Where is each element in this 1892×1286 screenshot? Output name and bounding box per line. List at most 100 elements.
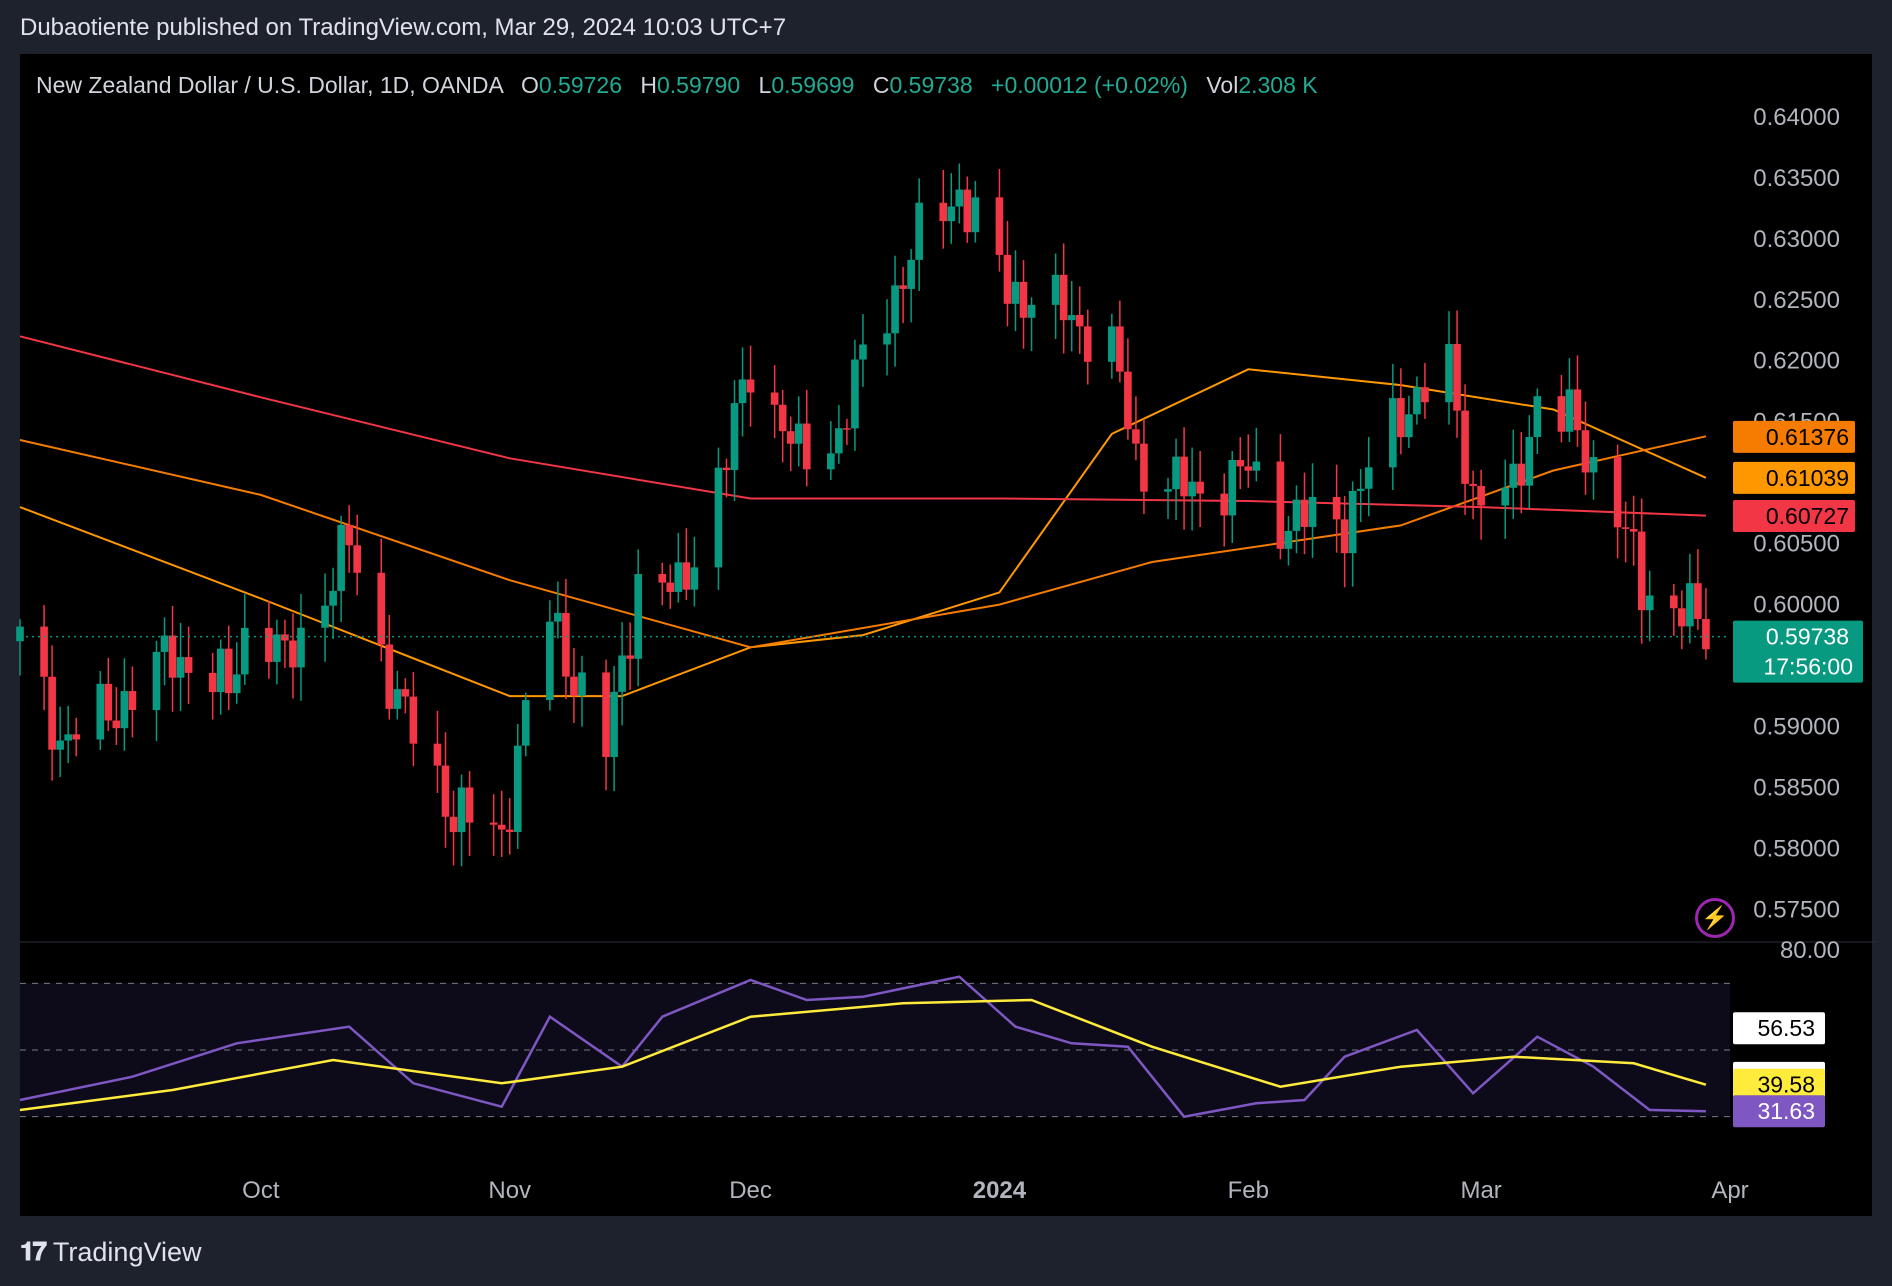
candle-up: [883, 333, 891, 345]
time-tick-label: Apr: [1711, 1177, 1748, 1204]
candle-down: [570, 676, 578, 696]
candle-up: [1172, 456, 1180, 490]
candle-up: [546, 621, 554, 701]
candle-up: [216, 648, 225, 693]
ma-price-tag: 0.60727: [1766, 503, 1849, 529]
price-tick-label: 0.58000: [1753, 836, 1840, 863]
candle-down: [1236, 459, 1245, 467]
candle-up: [1108, 326, 1116, 362]
candle-down: [722, 467, 731, 471]
close-value: 0.59738: [889, 72, 973, 98]
candle-up: [835, 428, 843, 454]
tradingview-footer: 𝟏𝟕 TradingView: [20, 1236, 202, 1267]
candle-down: [1702, 618, 1710, 650]
bolt-icon[interactable]: ⚡: [1695, 898, 1735, 938]
candle-down: [626, 655, 634, 659]
candle-down: [489, 822, 498, 825]
change-value: +0.00012 (+0.02%): [991, 72, 1188, 98]
candle-up: [1509, 463, 1518, 488]
candle-up: [273, 634, 281, 662]
price-tag-bg: [1733, 499, 1855, 532]
candle-down: [1678, 608, 1686, 627]
candle-up: [240, 627, 249, 675]
candle-down: [1477, 485, 1485, 506]
price-tick-label: 0.63500: [1753, 165, 1840, 192]
candle-up: [907, 259, 915, 289]
candle-up: [1164, 489, 1172, 492]
candle-down: [289, 640, 297, 668]
candle-down: [353, 545, 361, 573]
candle-up: [827, 453, 835, 470]
candle-down: [441, 765, 450, 817]
candle-down: [377, 572, 386, 645]
candle-down: [666, 582, 675, 592]
candle-up: [1413, 387, 1421, 415]
candle-down: [939, 202, 948, 222]
price-tick-label: 0.63000: [1753, 226, 1840, 253]
candle-up: [457, 787, 466, 833]
symbol-name: New Zealand Dollar / U.S. Dollar, 1D, OA…: [36, 72, 503, 98]
candle-down: [1244, 466, 1253, 471]
candle-up: [1364, 467, 1373, 489]
price-tag-bg: [1733, 420, 1855, 453]
rsi-value-tag: 56.53: [1757, 1015, 1815, 1041]
candle-up: [1589, 457, 1598, 473]
price-tick-label: 0.59000: [1753, 714, 1840, 741]
rsi-tag-bg: [1733, 1012, 1825, 1045]
rsi-ma-line: [19, 998, 1707, 1112]
candle-up: [690, 567, 699, 590]
rsi-axis-label: 80.00: [1780, 937, 1840, 964]
candle-down: [1453, 343, 1461, 411]
candle-up: [521, 700, 530, 746]
candle-up: [120, 691, 129, 729]
candle-down: [786, 431, 795, 444]
candle-up: [674, 562, 683, 592]
candle-down: [281, 634, 289, 641]
candle-down: [1397, 398, 1405, 438]
candle-down: [1332, 496, 1341, 520]
candle-down: [48, 676, 56, 750]
price-tag-bg: [1733, 461, 1855, 494]
candle-down: [746, 379, 755, 393]
last-price-tag: 0.59738: [1766, 624, 1849, 650]
candle-up: [96, 683, 105, 740]
candle-up: [1501, 487, 1510, 506]
candle-up: [321, 605, 329, 628]
candle-down: [401, 689, 410, 697]
candle-down: [770, 392, 779, 405]
rsi-tag-bg: [1733, 1068, 1825, 1101]
candle-down: [1340, 519, 1349, 554]
candle-up: [16, 626, 24, 642]
candle-down: [562, 612, 570, 677]
last-price-tag-bg: [1733, 620, 1863, 683]
candle-up: [947, 206, 956, 222]
candle-up: [1389, 398, 1397, 468]
ma-price-tag: 0.61376: [1766, 424, 1849, 450]
candle-down: [1557, 396, 1566, 432]
candle-up: [1228, 459, 1237, 516]
price-tick-label: 0.60500: [1753, 531, 1840, 558]
candle-down: [1196, 481, 1204, 494]
candle-up: [891, 285, 899, 334]
candle-up: [730, 403, 739, 471]
price-tick-label: 0.58500: [1753, 775, 1840, 802]
candle-down: [658, 574, 667, 583]
candle-down: [1300, 499, 1309, 527]
time-tick-label: Mar: [1460, 1177, 1501, 1204]
candle-down: [1629, 528, 1638, 532]
candle-down: [1613, 457, 1622, 528]
moving-average-line: [19, 368, 1707, 698]
candle-down: [168, 635, 177, 678]
candle-down: [1116, 326, 1124, 372]
candle-down: [184, 657, 193, 673]
candle-up: [971, 197, 980, 233]
price-tick-label: 0.62500: [1753, 287, 1840, 314]
candle-down: [505, 829, 514, 833]
price-tick-label: 0.64000: [1753, 104, 1840, 131]
candle-down: [72, 734, 81, 740]
candle-up: [232, 674, 241, 694]
candle-up: [297, 627, 305, 668]
candle-up: [1645, 595, 1654, 611]
open-value: 0.59726: [538, 72, 622, 98]
